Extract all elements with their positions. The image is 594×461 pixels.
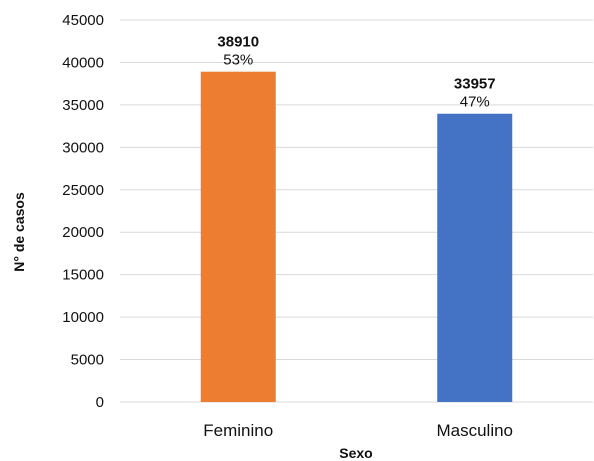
bar-percent-label: 53% bbox=[223, 52, 253, 69]
y-axis-ticks: 0 5000 10000 15000 20000 25000 30000 35000 40000… bbox=[62, 12, 104, 411]
y-tick-label: 40000 bbox=[62, 54, 104, 71]
y-tick-label: 10000 bbox=[62, 309, 104, 326]
x-axis-categories: Feminino Masculino bbox=[203, 421, 513, 440]
y-tick-label: 45000 bbox=[62, 12, 104, 29]
y-tick-label: 5000 bbox=[71, 352, 104, 369]
x-category-label: Masculino bbox=[436, 421, 513, 440]
bar-feminino bbox=[200, 71, 276, 403]
x-axis-title: Sexo bbox=[339, 445, 372, 461]
y-tick-label: 20000 bbox=[62, 224, 104, 241]
y-tick-label: 35000 bbox=[62, 97, 104, 114]
y-tick-label: 30000 bbox=[62, 139, 104, 156]
y-tick-label: 25000 bbox=[62, 182, 104, 199]
bar-value-label: 33957 bbox=[454, 76, 496, 93]
y-tick-label: 0 bbox=[96, 394, 104, 411]
x-category-label: Feminino bbox=[203, 421, 273, 440]
bars bbox=[200, 71, 513, 403]
bar-percent-label: 47% bbox=[460, 94, 490, 111]
gridlines bbox=[120, 19, 593, 403]
y-tick-label: 15000 bbox=[62, 267, 104, 284]
bar-value-label: 38910 bbox=[217, 34, 259, 51]
y-axis-title: N° de casos bbox=[11, 192, 27, 272]
bar-masculino bbox=[437, 113, 513, 402]
